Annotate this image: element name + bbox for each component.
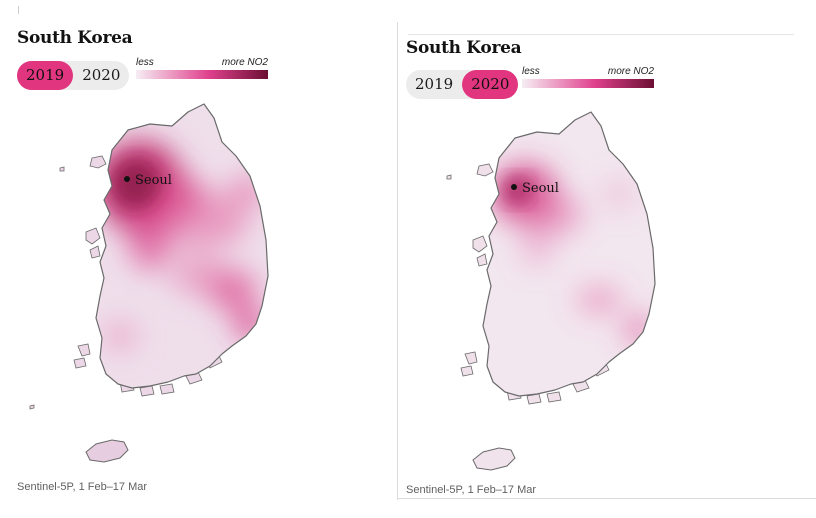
legend-more-label: more NO2: [607, 66, 654, 77]
year-button-2019[interactable]: 2019: [17, 61, 74, 90]
legend-color-bar: [136, 70, 268, 79]
legend-less-label: less: [522, 66, 540, 77]
city-label-seoul: Seoul: [522, 181, 559, 196]
no2-legend: less more NO2: [136, 57, 268, 83]
year-button-2020[interactable]: 2020: [82, 66, 121, 84]
map-panel-2019: South Korea 2019 2020 less more NO2: [0, 0, 397, 518]
mainland: [482, 111, 656, 397]
right-panel-bottom-rule: [398, 498, 816, 499]
year-button-2020[interactable]: 2020: [462, 70, 519, 99]
map-panel-2020: South Korea 2019 2020 less more NO2: [398, 0, 816, 518]
panel-title: South Korea: [17, 28, 133, 48]
korea-no2-map: Seoul: [29, 103, 269, 463]
legend-more-label: more NO2: [221, 57, 268, 68]
city-label-seoul: Seoul: [135, 173, 172, 188]
legend-color-bar: [522, 79, 654, 88]
legend-less-label: less: [136, 57, 154, 68]
panel-title: South Korea: [406, 38, 522, 58]
jeju-island: [472, 447, 516, 471]
header-tick-mark: [18, 6, 19, 14]
year-toggle[interactable]: 2019 2020: [17, 61, 130, 90]
jeju-island: [85, 439, 129, 463]
panel-divider: [397, 22, 398, 500]
korea-no2-map: Seoul: [446, 111, 656, 471]
seoul-marker: [124, 176, 130, 182]
year-toggle[interactable]: 2019 2020: [406, 70, 519, 99]
right-panel-top-rule: [408, 34, 794, 35]
seoul-marker: [511, 184, 517, 190]
mainland: [95, 103, 269, 389]
source-caption: Sentinel-5P, 1 Feb–17 Mar: [406, 484, 537, 496]
no2-legend: less more NO2: [522, 66, 654, 92]
year-button-2019[interactable]: 2019: [415, 75, 454, 93]
source-caption: Sentinel-5P, 1 Feb–17 Mar: [17, 481, 148, 493]
